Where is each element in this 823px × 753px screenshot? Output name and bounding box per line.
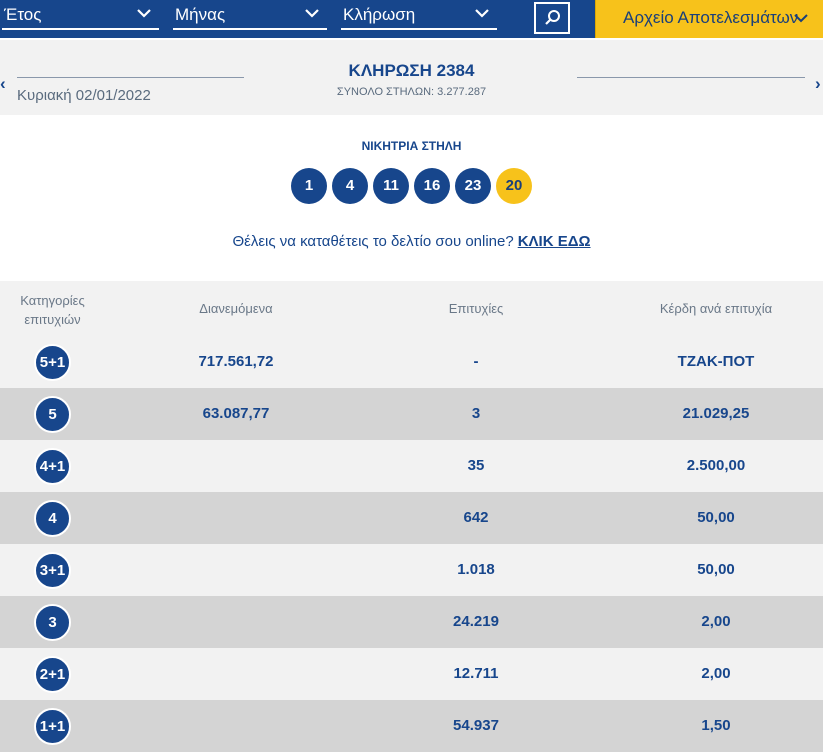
pool-amount <box>136 648 336 700</box>
results-archive-label: Αρχείο Αποτελεσμάτων <box>623 8 799 27</box>
header-winners: Επιτυχίες <box>448 301 504 316</box>
table-header: Κατηγορίες επιτυχιών Διανεμόμενα Επιτυχί… <box>0 281 823 336</box>
winning-number-ball: 4 <box>332 168 368 204</box>
category-badge: 2+1 <box>34 656 71 693</box>
online-ticket-promo: Θέλεις να καταθέτεις το δελτίο σου onlin… <box>0 233 823 250</box>
header-pool: Διανεμόμενα <box>199 301 273 316</box>
pool-amount: 63.087,77 <box>202 405 270 422</box>
table-row: 3 24.219 2,00 <box>0 596 823 648</box>
promo-text: Θέλεις να καταθέτεις το δελτίο σου onlin… <box>232 233 514 250</box>
month-dropdown[interactable]: Μήνας <box>173 2 327 30</box>
category-badge: 3+1 <box>34 552 71 589</box>
winning-number-ball: 16 <box>414 168 450 204</box>
year-dropdown[interactable]: Έτος <box>2 2 159 30</box>
winners-count: - <box>473 353 479 370</box>
prize-per-winner: 2,00 <box>701 665 731 682</box>
category-badge: 3 <box>34 604 71 641</box>
category-badge: 5+1 <box>34 344 71 381</box>
divider <box>17 77 244 78</box>
draw-date: Κυριακή 02/01/2022 <box>17 87 151 104</box>
chevron-down-icon <box>475 9 489 18</box>
joker-number-ball: 20 <box>496 168 532 204</box>
chevron-down-icon <box>794 14 808 23</box>
pool-amount: 717.561,72 <box>198 353 274 370</box>
winnings-table: Κατηγορίες επιτυχιών Διανεμόμενα Επιτυχί… <box>0 281 823 752</box>
winners-count: 24.219 <box>453 613 499 630</box>
table-row: 4 642 50,00 <box>0 492 823 544</box>
results-archive-button[interactable]: Αρχείο Αποτελεσμάτων <box>595 0 823 38</box>
previous-draw-arrow[interactable]: ‹ <box>0 74 6 93</box>
winning-number-ball: 11 <box>373 168 409 204</box>
year-dropdown-label: Έτος <box>4 5 42 24</box>
winners-count: 1.018 <box>457 561 495 578</box>
header-prize: Κέρδη ανά επιτυχία <box>659 301 773 316</box>
draw-dropdown-label: Κλήρωση <box>343 5 416 24</box>
winning-number-ball: 1 <box>291 168 327 204</box>
search-button[interactable] <box>534 2 570 34</box>
prize-per-winner: 50,00 <box>697 509 735 526</box>
chevron-down-icon <box>305 9 319 18</box>
prize-per-winner: 2.500,00 <box>686 457 746 474</box>
prize-per-winner: 2,00 <box>701 613 731 630</box>
top-filter-bar: Έτος Μήνας Κλήρωση Αρχείο Αποτελεσμάτων <box>0 0 823 38</box>
winners-count: 35 <box>467 457 485 474</box>
winners-count: 3 <box>471 405 481 422</box>
prize-per-winner: 21.029,25 <box>682 405 750 422</box>
prize-per-winner: 50,00 <box>697 561 735 578</box>
winners-count: 54.937 <box>453 717 499 734</box>
pool-amount <box>136 492 336 544</box>
pool-amount <box>136 700 336 752</box>
prize-per-winner: ΤΖΑΚ-ΠΟΤ <box>677 353 755 370</box>
table-row: 3+1 1.018 50,00 <box>0 544 823 596</box>
table-row: 5+1 717.561,72 - ΤΖΑΚ-ΠΟΤ <box>0 336 823 388</box>
click-here-link[interactable]: ΚΛΙΚ ΕΔΩ <box>517 233 591 250</box>
category-badge: 4+1 <box>34 448 71 485</box>
winning-number-ball: 23 <box>455 168 491 204</box>
prize-per-winner: 1,50 <box>701 717 731 734</box>
table-row: 1+1 54.937 1,50 <box>0 700 823 752</box>
total-columns: ΣΥΝΟΛΟ ΣΤΗΛΩΝ: 3.277.287 <box>336 86 487 98</box>
pool-amount <box>136 440 336 492</box>
draw-header: ‹ Κυριακή 02/01/2022 ΚΛΗΡΩΣΗ 2384 ΣΥΝΟΛΟ… <box>0 40 823 115</box>
category-badge: 4 <box>34 500 71 537</box>
divider <box>577 77 805 78</box>
header-categories: Κατηγορίες επιτυχιών <box>20 293 85 327</box>
winners-count: 642 <box>463 509 489 526</box>
next-draw-arrow[interactable]: › <box>815 74 821 93</box>
search-icon <box>545 10 560 25</box>
month-dropdown-label: Μήνας <box>175 5 226 24</box>
chevron-down-icon <box>137 9 151 18</box>
pool-amount <box>136 544 336 596</box>
winning-column-title: ΝΙΚΗΤΡΙΑ ΣΤΗΛΗ <box>361 139 462 153</box>
table-row: 4+1 35 2.500,00 <box>0 440 823 492</box>
category-badge: 5 <box>34 396 71 433</box>
draw-dropdown[interactable]: Κλήρωση <box>341 2 497 30</box>
pool-amount <box>136 596 336 648</box>
draw-title: ΚΛΗΡΩΣΗ 2384 <box>348 61 475 80</box>
winning-numbers: 1 4 11 16 23 20 <box>0 168 823 204</box>
table-row: 5 63.087,77 3 21.029,25 <box>0 388 823 440</box>
table-row: 2+1 12.711 2,00 <box>0 648 823 700</box>
winners-count: 12.711 <box>453 665 499 682</box>
category-badge: 1+1 <box>34 708 71 745</box>
